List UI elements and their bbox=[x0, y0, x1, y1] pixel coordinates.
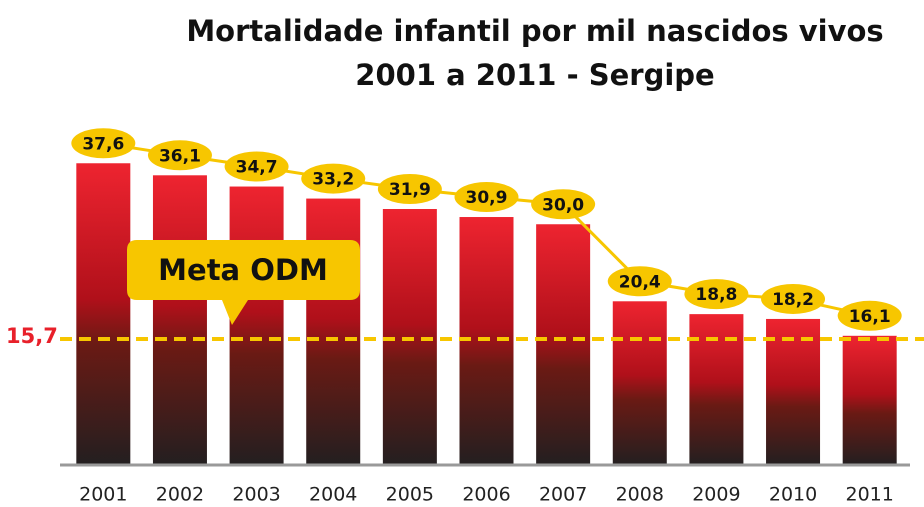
value-label: 30,0 bbox=[542, 195, 584, 215]
bar bbox=[612, 301, 667, 465]
bar bbox=[459, 217, 514, 465]
x-tick-label: 2008 bbox=[616, 484, 664, 506]
x-tick-label: 2006 bbox=[462, 484, 510, 506]
x-tick-label: 2005 bbox=[386, 484, 434, 506]
bar bbox=[689, 314, 744, 465]
bar bbox=[766, 318, 821, 465]
chart-title: Mortalidade infantil por mil nascidos vi… bbox=[186, 14, 883, 48]
value-label: 18,2 bbox=[772, 290, 814, 310]
value-label-bubble bbox=[761, 283, 826, 314]
value-label-bubble bbox=[684, 279, 749, 310]
value-label-bubble bbox=[377, 174, 442, 205]
value-label-bubble bbox=[147, 140, 212, 171]
bar bbox=[229, 186, 284, 465]
value-label: 18,8 bbox=[695, 285, 737, 305]
value-label-bubble bbox=[531, 189, 596, 220]
value-label: 34,7 bbox=[236, 158, 278, 178]
value-label-bubble bbox=[837, 300, 902, 331]
value-label: 31,9 bbox=[389, 180, 431, 200]
bar bbox=[842, 335, 897, 465]
value-label: 16,1 bbox=[849, 307, 891, 327]
x-tick-label: 2003 bbox=[232, 484, 280, 506]
bar bbox=[76, 163, 131, 465]
annotation: Meta ODM bbox=[158, 253, 328, 287]
x-tick-label: 2002 bbox=[156, 484, 204, 506]
value-label-bubble bbox=[607, 266, 672, 297]
x-tick-label: 2010 bbox=[769, 484, 817, 506]
x-tick-label: 2011 bbox=[846, 484, 894, 506]
target-label: 15,7 bbox=[6, 324, 58, 348]
bar bbox=[152, 175, 207, 466]
x-tick-label: 2001 bbox=[79, 484, 127, 506]
value-label: 33,2 bbox=[312, 170, 354, 190]
value-label: 37,6 bbox=[82, 134, 124, 154]
annotation-box bbox=[127, 240, 360, 325]
value-label: 20,4 bbox=[619, 272, 661, 292]
value-label-bubble bbox=[454, 182, 519, 213]
chart-subtitle: 2001 a 2011 - Sergipe bbox=[355, 58, 714, 92]
value-label: 36,1 bbox=[159, 146, 201, 166]
bar bbox=[306, 198, 361, 465]
value-label-bubble bbox=[224, 151, 289, 182]
x-tick-label: 2004 bbox=[309, 484, 357, 506]
bar bbox=[382, 209, 437, 465]
value-label: 30,9 bbox=[466, 188, 508, 208]
bar bbox=[536, 224, 591, 465]
x-tick-label: 2007 bbox=[539, 484, 587, 506]
x-tick-label: 2009 bbox=[692, 484, 740, 506]
value-label-bubble bbox=[71, 128, 136, 159]
value-label-bubble bbox=[301, 163, 366, 194]
